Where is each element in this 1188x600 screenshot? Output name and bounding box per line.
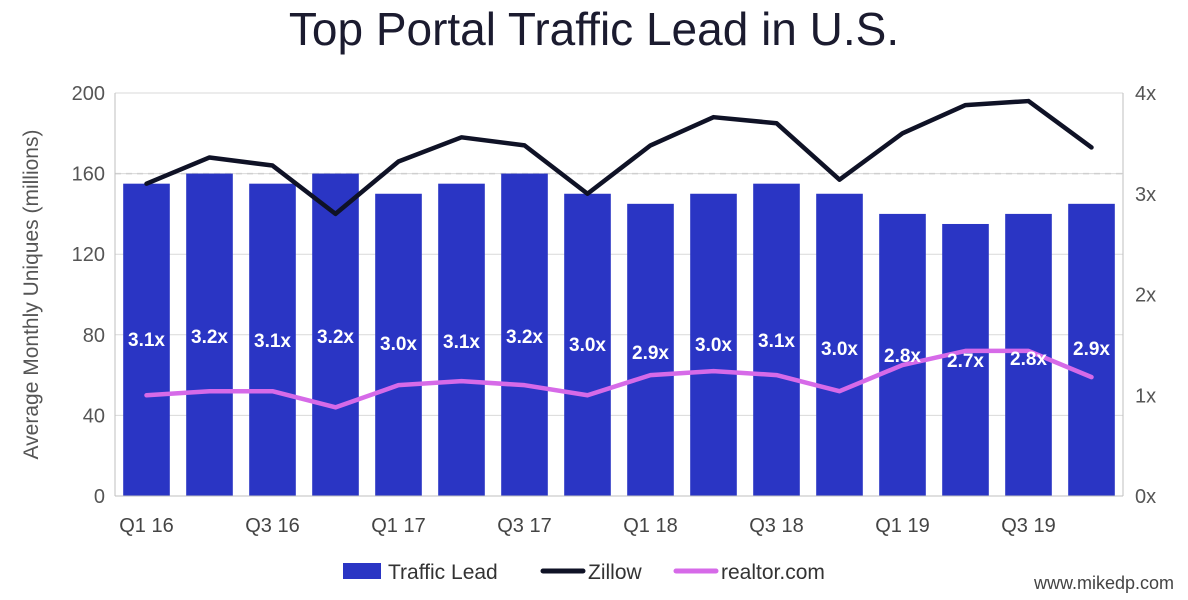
x-tick-label: Q1 19 <box>875 515 929 537</box>
grid-layer <box>115 92 1123 497</box>
y-tick-label: 200 <box>72 83 105 105</box>
bar-data-label: 3.2x <box>317 327 354 348</box>
bar-data-label: 3.1x <box>758 331 795 352</box>
y-tick-label: 40 <box>83 405 105 427</box>
bar-data-label: 3.1x <box>254 331 291 352</box>
bar <box>690 193 737 496</box>
bar-data-label: 3.0x <box>695 335 732 356</box>
y2-tick-label: 1x <box>1135 385 1156 407</box>
zillow-line <box>144 98 1094 217</box>
bar <box>753 183 800 497</box>
bar-data-label: 2.7x <box>947 351 984 372</box>
x-tick-label: Q3 18 <box>749 515 803 537</box>
bar-data-label: 3.2x <box>191 327 228 348</box>
x-tick-label: Q3 19 <box>1001 515 1055 537</box>
legend: Traffic Lead Zillow realtor.com <box>343 561 825 584</box>
y2-tick-label: 2x <box>1135 285 1156 307</box>
bar-data-label: 3.0x <box>821 339 858 360</box>
bar <box>438 183 485 497</box>
bar <box>186 173 233 496</box>
y-tick-label: 0 <box>94 486 105 508</box>
x-tick-label: Q1 17 <box>371 515 425 537</box>
y-axis-title: Average Monthly Uniques (millions) <box>20 130 43 460</box>
y-tick-label: 160 <box>72 164 105 186</box>
x-tick-label: Q3 17 <box>497 515 551 537</box>
x-tick-label: Q1 16 <box>119 515 173 537</box>
bar-data-label: 3.2x <box>506 327 543 348</box>
bar <box>816 193 863 496</box>
line-layer <box>144 98 1094 410</box>
bar <box>564 193 611 496</box>
legend-label: Zillow <box>588 561 643 584</box>
bar <box>627 203 674 496</box>
bar-data-label: 2.8x <box>1010 349 1047 370</box>
bar <box>123 183 170 497</box>
y-tick-label: 120 <box>72 244 105 266</box>
axis-layer: 0 40 80 120 160 200 0x 1x 2x 3x 4x Average Monthly … <box>20 83 1156 537</box>
chart-title: Top Portal Traffic Lead in U.S. <box>288 3 900 55</box>
realtor-line <box>144 348 1094 410</box>
bar-data-label: 2.8x <box>884 346 921 367</box>
legend-label: realtor.com <box>721 561 825 584</box>
bar <box>312 173 359 496</box>
bar-data-label: 3.1x <box>128 330 165 351</box>
y2-tick-label: 0x <box>1135 486 1156 508</box>
bar <box>1005 213 1052 496</box>
bar <box>1068 203 1115 496</box>
y-tick-label: 80 <box>83 325 105 347</box>
bar <box>249 183 296 497</box>
bar <box>942 223 989 496</box>
x-tick-label: Q1 18 <box>623 515 677 537</box>
bar-data-label: 3.0x <box>569 335 606 356</box>
x-tick-label: Q3 16 <box>245 515 299 537</box>
bar-data-label: 2.9x <box>1073 339 1110 360</box>
bar-data-label: 3.0x <box>380 334 417 355</box>
bar-layer <box>123 173 1115 497</box>
legend-label: Traffic Lead <box>388 561 498 584</box>
bar <box>879 213 926 496</box>
bar <box>375 193 422 496</box>
bar-data-label: 3.1x <box>443 332 480 353</box>
legend-swatch-traffic-lead <box>343 563 381 579</box>
label-layer: 3.1x 3.2x 3.1x 3.2x 3.0x 3.1x 3.2x 3.0x 2.9x 3.0x… <box>128 327 1110 372</box>
bar-data-label: 2.9x <box>632 343 669 364</box>
bar <box>501 173 548 496</box>
y2-tick-label: 4x <box>1135 83 1156 105</box>
y2-tick-label: 3x <box>1135 184 1156 206</box>
watermark: www.mikedp.com <box>1033 573 1174 593</box>
